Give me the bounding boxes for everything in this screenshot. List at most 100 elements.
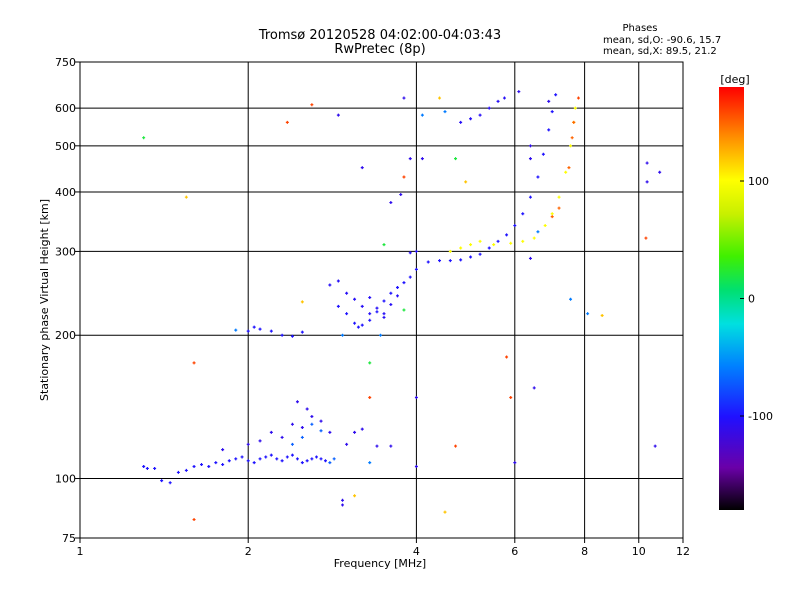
data-point: [414, 267, 418, 271]
data-point: [295, 457, 299, 461]
data-point: [382, 243, 386, 247]
data-point: [414, 464, 418, 468]
data-point: [168, 481, 172, 485]
data-point: [290, 334, 294, 338]
data-point: [469, 243, 473, 247]
data-point: [275, 457, 279, 461]
y-tick-label: 200: [55, 329, 76, 342]
data-point: [408, 251, 412, 255]
data-point: [328, 283, 332, 287]
data-point: [528, 144, 532, 148]
data-point: [496, 99, 500, 103]
data-point: [252, 325, 256, 329]
data-point: [328, 430, 332, 434]
y-tick-label: 750: [55, 56, 76, 69]
data-point: [573, 106, 577, 110]
data-point: [221, 448, 225, 452]
y-axis-label: Stationary phase Virtual Height [km]: [38, 199, 51, 401]
data-point: [550, 212, 554, 216]
data-point: [547, 99, 551, 103]
data-point: [264, 455, 268, 459]
data-point: [528, 256, 532, 260]
data-point: [554, 93, 558, 97]
data-point: [505, 233, 509, 237]
phases-heading: Phases: [622, 23, 657, 34]
data-point: [353, 297, 357, 301]
data-point: [353, 494, 357, 498]
data-point: [328, 461, 332, 465]
data-point: [448, 249, 452, 253]
data-point: [658, 170, 662, 174]
data-point: [389, 303, 393, 307]
data-point: [336, 113, 340, 117]
data-point: [336, 304, 340, 308]
data-point: [492, 243, 496, 247]
data-point: [356, 325, 360, 329]
y-tick-labels: 75 100 200 300 400 500 600 750: [55, 56, 80, 545]
y-tick-label: 500: [55, 140, 76, 153]
data-point: [375, 310, 379, 314]
data-point: [332, 457, 336, 461]
phases-x-stats: mean, sd,X: 89.5, 21.2: [603, 46, 717, 57]
data-point: [285, 455, 289, 459]
data-point: [459, 120, 463, 124]
data-point: [310, 103, 314, 107]
data-point: [300, 435, 304, 439]
data-point: [517, 90, 521, 94]
data-point: [443, 110, 447, 114]
data-point: [375, 306, 379, 310]
y-tick-label: 75: [62, 532, 76, 545]
data-point: [509, 241, 513, 245]
data-point: [341, 503, 345, 507]
data-point: [389, 201, 393, 205]
y-tick-label: 100: [55, 473, 76, 486]
data-point: [353, 321, 357, 325]
x-tick-label: 2: [245, 545, 252, 558]
y-tick-label: 400: [55, 186, 76, 199]
data-point: [389, 444, 393, 448]
data-point: [234, 328, 238, 332]
chart-subtitle: RwPretec (8p): [334, 42, 425, 57]
data-point: [360, 166, 364, 170]
data-point: [176, 470, 180, 474]
data-point: [420, 113, 424, 117]
data-point: [653, 444, 657, 448]
data-point: [557, 206, 561, 210]
data-point: [368, 361, 372, 365]
data-point: [478, 252, 482, 256]
x-tick-labels: 1 2 4 6 8 10 12: [77, 538, 690, 558]
data-point: [300, 461, 304, 465]
data-point: [345, 312, 349, 316]
x-tick-label: 12: [676, 545, 690, 558]
data-point: [402, 96, 406, 100]
data-point: [142, 464, 146, 468]
data-point: [310, 422, 314, 426]
x-tick-label: 10: [632, 545, 646, 558]
data-point: [402, 281, 406, 285]
data-point: [368, 461, 372, 465]
data-point: [543, 224, 547, 228]
data-point: [319, 419, 323, 423]
data-point: [408, 275, 412, 279]
data-point: [360, 323, 364, 327]
colorbar-label: [deg]: [720, 73, 749, 86]
data-point: [505, 355, 509, 359]
data-point: [426, 260, 430, 264]
data-point: [414, 249, 418, 253]
data-point: [345, 442, 349, 446]
data-point: [310, 414, 314, 418]
data-point: [576, 96, 580, 100]
data-point: [547, 128, 551, 132]
data-point: [459, 246, 463, 250]
data-point: [557, 195, 561, 199]
data-point: [528, 157, 532, 161]
data-point: [469, 255, 473, 259]
data-point: [300, 300, 304, 304]
data-point: [564, 170, 568, 174]
data-point: [319, 457, 323, 461]
data-point: [513, 224, 517, 228]
data-point: [360, 304, 364, 308]
data-point: [300, 330, 304, 334]
data-point: [252, 461, 256, 465]
